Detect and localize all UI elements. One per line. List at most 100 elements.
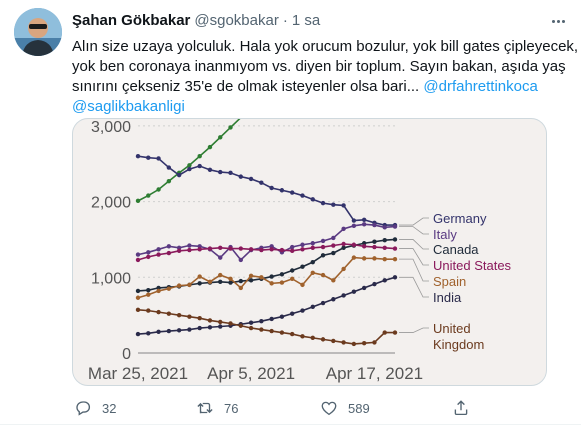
data-point [392,256,398,262]
legend-leader-line [399,327,429,333]
share-icon [454,400,468,416]
tweet-text-line: @saglikbakanligi [72,97,562,117]
legend-leader-line [399,276,429,298]
data-point [269,328,274,334]
data-point [197,325,202,331]
data-point [331,250,336,256]
data-point [197,163,202,169]
data-point [156,285,161,291]
data-point [135,307,141,313]
legend-label: United States [433,258,512,273]
data-point [238,323,243,328]
data-point [207,325,213,330]
data-point [300,242,305,247]
data-point [228,170,233,176]
data-point [361,222,367,227]
data-point [300,334,305,339]
data-point [146,287,151,293]
data-point [382,238,387,243]
tweet-header: Şahan Gökbakar @sgokbakar · 1 sa [72,10,320,30]
data-point [238,257,243,263]
data-point [279,247,285,253]
y-tick-label: 0 [122,346,131,363]
data-point [341,266,346,272]
data-point [341,245,346,250]
data-point [331,202,336,207]
data-point [382,256,387,262]
author-handle[interactable]: @sgokbakar [194,11,279,29]
line-chart: 0 1,000 2,000 3,000 Mar 25, 2021 Apr 5, 2021 A… [88,119,512,383]
data-point [228,276,233,282]
timestamp[interactable]: 1 sa [291,11,321,29]
data-point [187,282,192,288]
data-point [238,246,243,251]
data-point [331,278,336,283]
data-point [176,248,182,254]
data-point [392,330,398,335]
data-point [331,297,336,302]
share-button[interactable] [452,398,470,418]
data-point [310,304,315,310]
author-name[interactable]: Şahan Gökbakar [72,11,191,29]
data-point [218,319,223,325]
data-point [361,256,367,261]
data-point [166,244,172,249]
retweet-button[interactable]: 76 [196,398,238,418]
data-point [228,125,233,130]
data-point [269,281,274,286]
series-line [137,223,396,262]
data-point [197,247,202,252]
data-point [197,315,202,321]
data-point [382,245,387,250]
data-point [259,275,264,280]
data-point [146,193,151,198]
data-point [290,331,295,337]
data-point [176,172,182,178]
data-point [228,246,233,251]
y-tick-label: 3,000 [91,119,131,136]
data-point [310,259,315,265]
data-point [341,241,346,247]
data-point [207,279,213,285]
mention-link[interactable]: @drfahrettinkoca [423,78,538,95]
retweet-icon [197,402,213,414]
data-point [331,338,336,344]
data-point [166,165,172,170]
tweet-media-chart[interactable]: 0 1,000 2,000 3,000 Mar 25, 2021 Apr 5, 2021 A… [72,118,547,386]
more-icon[interactable] [549,12,567,30]
data-point [320,244,326,250]
mention-link[interactable]: @saglikbakanligi [72,98,185,115]
data-point [248,278,254,283]
data-point [135,154,141,159]
data-point [135,252,141,257]
data-point [156,309,161,315]
data-point [382,330,387,335]
data-point [269,274,274,279]
data-point [176,283,182,288]
data-point [187,163,192,168]
data-point [361,241,367,246]
data-point [248,176,254,182]
like-button[interactable]: 589 [320,398,370,418]
data-point [238,285,243,291]
data-point [269,244,274,249]
data-point [392,246,398,251]
data-point [392,224,398,229]
avatar[interactable] [14,8,62,56]
data-point [351,218,357,223]
data-point [248,247,254,252]
data-point [372,239,377,244]
data-point [320,272,326,278]
data-point [351,341,357,347]
data-point [207,318,213,323]
data-point [176,245,182,250]
reply-count: 32 [102,400,117,416]
data-point [259,327,264,332]
data-point [320,337,326,342]
reply-button[interactable]: 32 [74,398,116,418]
tweet-text-line: yok ben coronaya inanmıyom vs. diyen bir… [72,58,566,75]
data-point [341,340,346,345]
heart-icon [321,401,337,416]
legend-label: Italy [433,227,457,242]
